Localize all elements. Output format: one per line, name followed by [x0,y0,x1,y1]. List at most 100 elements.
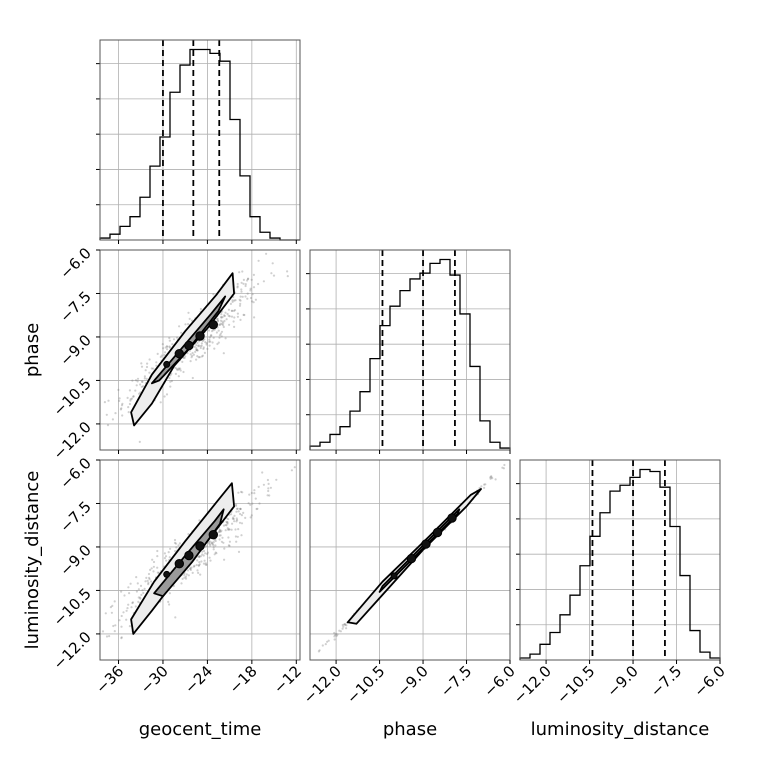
sample-point [136,380,139,383]
sample-point [231,522,234,525]
sample-point [222,325,225,329]
panel-background [100,250,300,450]
sample-point [226,522,229,525]
x-tick-label: −12.0 [300,662,345,707]
sample-point [156,566,159,569]
sample-point [150,580,153,583]
sample-point [223,314,226,317]
sample-point [196,569,199,572]
sample-point [253,489,256,492]
sample-point [489,477,492,480]
sample-point [199,555,202,558]
sample-point [205,343,208,346]
density-core [174,349,185,359]
sample-point [244,516,247,520]
sample-point [195,347,198,350]
sample-point [228,315,231,318]
sample-point [238,521,242,524]
sample-point [227,528,231,531]
sample-point [267,482,270,485]
sample-point [200,344,203,347]
x-tick-label: −9.0 [393,662,431,700]
sample-point [201,553,204,556]
sample-point [138,392,141,395]
sample-point [223,319,226,323]
sample-point [233,316,236,319]
sample-point [223,558,226,561]
sample-point [247,277,250,280]
sample-point [120,407,123,410]
sample-point [240,288,243,291]
sample-point [239,302,242,305]
sample-point [231,309,234,312]
sample-point [250,300,254,303]
sample-point [197,564,201,567]
sample-point [189,353,192,356]
sample-point [170,379,173,383]
sample-point [144,580,147,583]
sample-point [202,562,206,565]
sample-point [104,612,107,615]
sample-point [251,502,254,505]
sample-point [241,295,244,298]
sample-point [220,316,223,319]
sample-point [159,355,162,359]
sample-point [262,483,265,486]
density-core [184,550,194,561]
sample-point [183,356,186,360]
sample-point [333,638,336,641]
sample-point [254,497,257,500]
sample-point [317,650,320,653]
sample-point [204,563,207,566]
sample-point [253,492,256,495]
sample-point [143,375,146,378]
sample-point [227,536,230,539]
y-tick-label: −10.5 [50,585,95,630]
joint-panel-luminosity-distance-vs-geocent-time [96,459,301,664]
sample-point [165,559,168,562]
sample-point [195,563,198,567]
sample-point [174,542,178,545]
sample-point [234,503,238,506]
sample-point [214,544,217,547]
sample-point [231,300,234,303]
density-core [163,360,171,368]
sample-point [184,575,187,578]
sample-point [209,340,212,343]
x-tick-label: −7.5 [437,662,475,700]
sample-point [334,633,337,637]
sample-point [216,318,219,321]
sample-point [126,396,129,399]
sample-point [199,307,202,311]
sample-point [139,383,142,386]
sample-point [221,536,224,539]
sample-point [180,331,183,334]
sample-point [242,313,245,316]
sample-point [344,623,347,627]
sample-point [225,520,228,523]
sample-point [484,483,487,486]
sample-point [132,395,135,398]
sample-point [147,583,150,586]
sample-point [240,514,243,517]
sample-point [212,544,215,547]
sample-point [212,336,215,339]
sample-point [502,467,505,470]
sample-point [240,534,243,537]
sample-point [243,313,246,317]
sample-point [135,384,138,387]
sample-point [240,290,243,293]
sample-point [249,296,253,300]
sample-point [177,375,180,378]
sample-point [228,323,231,326]
sample-point [208,340,211,343]
sample-point [483,486,486,489]
sample-point [197,564,200,567]
sample-point [211,330,214,333]
sample-point [257,259,260,262]
sample-point [228,528,231,531]
sample-point [163,395,166,398]
sample-point [271,262,274,265]
sample-point [140,380,144,383]
sample-point [250,514,253,517]
